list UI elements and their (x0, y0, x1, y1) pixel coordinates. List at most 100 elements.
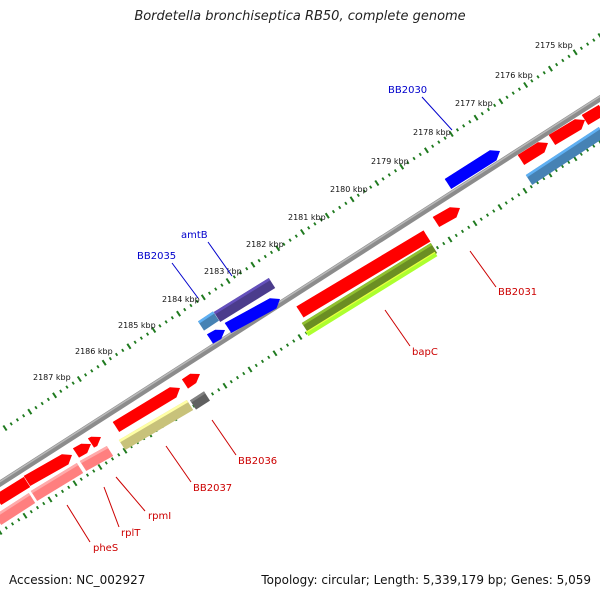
outer-tick (27, 408, 33, 415)
backbone-layer (0, 94, 600, 488)
cds-left-edge (0, 493, 36, 525)
inner-tick (247, 366, 253, 373)
cds-phes (30, 463, 84, 501)
inner-tick (92, 469, 96, 473)
inner-tick (292, 339, 296, 343)
gene-bb2036-highlight (182, 373, 192, 382)
inner-tick (4, 526, 8, 530)
outer-tick (579, 46, 583, 50)
cds-amtb (213, 278, 276, 322)
inner-tick (279, 347, 283, 351)
inner-tick (522, 187, 528, 194)
outer-tick (220, 283, 224, 287)
outer-tick (282, 242, 286, 246)
outer-tick (145, 332, 150, 336)
cds-bb2035-highlight (198, 311, 215, 324)
inner-tick (47, 496, 53, 503)
inner-tick (67, 485, 71, 490)
outer-tick (59, 389, 63, 393)
inner-tick (42, 501, 46, 506)
gene-bb2037-highlight (112, 387, 172, 425)
cds-rplt-rpmi (79, 446, 114, 471)
inner-tick (260, 359, 265, 364)
gene-label-bb2031: BB2031 (498, 287, 537, 298)
outer-tick (517, 87, 522, 91)
outer-tick (214, 287, 218, 291)
outer-tick (423, 147, 429, 154)
outer-tick (225, 277, 231, 285)
outer-tick (207, 291, 212, 295)
inner-tick (447, 236, 453, 243)
outer-tick (263, 254, 267, 259)
outer-tick (294, 234, 298, 238)
outer-tick (448, 130, 454, 138)
leader-line-bapc (384, 309, 411, 347)
outer-tick (257, 258, 261, 263)
outer-tick (9, 422, 13, 426)
scale-label-2179-kbp: 2179 kbp (371, 157, 409, 166)
outer-tick (374, 179, 380, 187)
outer-tick (597, 32, 600, 38)
inner-tick (54, 493, 58, 498)
inner-tick (517, 193, 521, 197)
outer-tick (381, 177, 385, 181)
gene-label-bapc: bapC (412, 347, 438, 358)
feature-layer (0, 105, 600, 525)
inner-tick (567, 160, 571, 165)
cds-amtb-highlight (213, 278, 271, 315)
gene-label-phes: pheS (93, 543, 118, 554)
leader-line-bb2037 (165, 445, 192, 483)
inner-tick (467, 225, 471, 230)
outer-tick (76, 375, 82, 383)
outer-tick (195, 299, 199, 304)
inner-tick (592, 144, 596, 148)
gene-rpmi-highlight (73, 443, 83, 451)
inner-tick (210, 392, 215, 396)
outer-tick (83, 373, 88, 377)
outer-tick (418, 152, 422, 157)
inner-tick (579, 152, 583, 156)
inner-tick (229, 379, 233, 384)
outer-tick (139, 336, 143, 340)
outer-tick (567, 54, 571, 59)
inner-tick (117, 453, 121, 457)
scale-label-2181-kbp: 2181 kbp (288, 213, 326, 222)
inner-tick (272, 350, 278, 357)
inner-tick (35, 505, 40, 510)
outer-tick (412, 156, 416, 161)
genome-backbone-highlight (0, 95, 600, 483)
inner-tick (0, 530, 3, 536)
gene-upper-right-b-highlight (548, 119, 577, 138)
accession-text: Accession: NC_002927 (9, 573, 146, 587)
inner-tick (485, 213, 490, 217)
inner-tick-ring (0, 138, 600, 536)
inner-tick (79, 477, 83, 481)
outer-tick (331, 209, 336, 214)
cds-bb2037 (118, 400, 194, 450)
gene-bb2031 (432, 207, 460, 227)
leader-line-amtb (207, 241, 233, 277)
inner-tick (29, 509, 33, 514)
scale-label-2180-kbp: 2180 kbp (330, 185, 368, 194)
gene-bb2035-reverse-highlight (207, 329, 217, 337)
gene-upper-right-a (517, 142, 548, 165)
outer-tick (114, 352, 119, 357)
leader-line-rplt (103, 486, 120, 528)
outer-tick (52, 392, 58, 399)
scale-label-2175-kbp: 2175 kbp (535, 41, 573, 50)
gene-bb2037 (112, 387, 180, 432)
inner-tick (479, 217, 483, 221)
outer-tick (462, 124, 466, 128)
outer-tick (232, 275, 236, 279)
outer-tick (536, 75, 540, 79)
inner-tick (435, 245, 440, 250)
leader-line-bb2030 (421, 96, 453, 131)
gene-amtb-reverse (224, 298, 280, 333)
inner-tick (529, 184, 533, 189)
outer-tick (126, 343, 132, 350)
inner-tick (297, 333, 303, 341)
cds-bapc-lime-highlight (305, 251, 436, 333)
outer-tick (387, 173, 391, 177)
cds-upper-right-highlight (525, 127, 600, 178)
